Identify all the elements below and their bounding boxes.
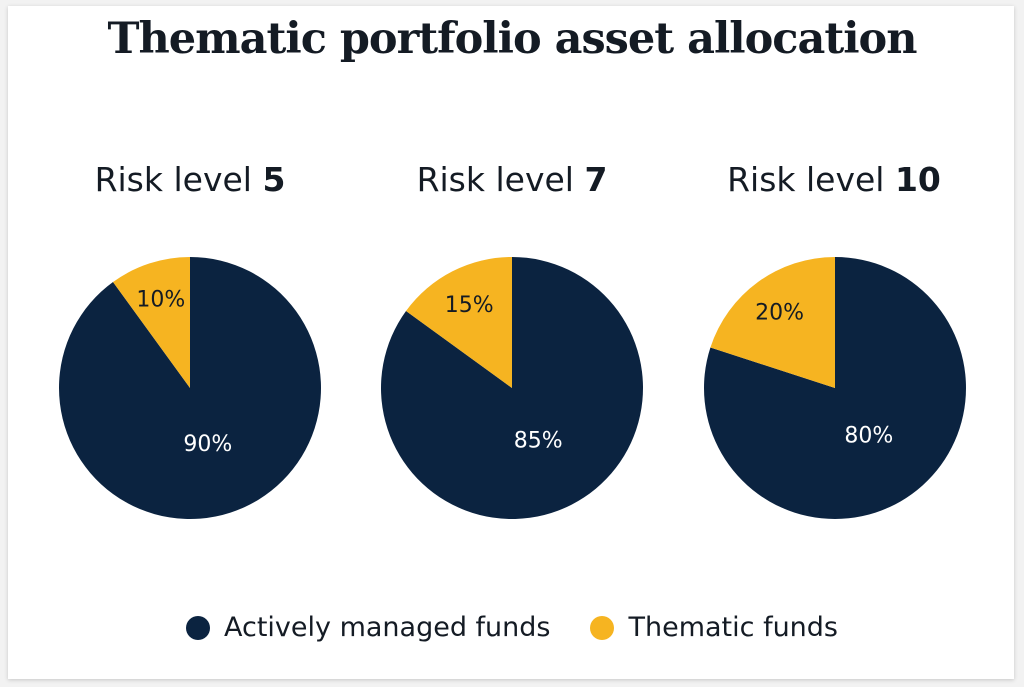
pie-data-label-actively-managed: 80%	[844, 424, 893, 449]
pie-slice-thematic	[406, 257, 512, 388]
pie-title-prefix: Risk level	[727, 160, 885, 199]
pie-title-number: 10	[894, 160, 941, 199]
pie-data-label-thematic: 15%	[445, 293, 494, 318]
pie-title-risk-5: Risk level 5	[40, 160, 340, 199]
pie-title-number: 7	[584, 160, 608, 199]
legend-swatch-actively-managed	[185, 615, 210, 640]
legend-label: Thematic funds	[628, 612, 838, 643]
pie-slice-actively-managed	[59, 257, 322, 519]
pie-title-risk-7: Risk level 7	[362, 160, 662, 199]
legend-item-thematic: Thematic funds	[590, 612, 838, 643]
pie-data-label-thematic: 10%	[136, 287, 185, 312]
pie-data-label-actively-managed: 90%	[183, 432, 232, 457]
pie-title-risk-10: Risk level 10	[684, 160, 984, 199]
legend-item-actively-managed: Actively managed funds	[185, 612, 551, 643]
legend-swatch-thematic	[590, 615, 615, 640]
pie-slice-actively-managed	[704, 257, 966, 520]
pie-slice-thematic	[710, 257, 835, 388]
pie-data-label-thematic: 20%	[755, 301, 804, 326]
legend-label: Actively managed funds	[223, 612, 551, 643]
pie-slice-thematic	[113, 257, 190, 388]
pie-title-prefix: Risk level	[416, 160, 574, 199]
pie-data-label-actively-managed: 85%	[514, 428, 563, 453]
legend: Actively managed funds Thematic funds	[0, 612, 1024, 643]
chart-title: Thematic portfolio asset allocation	[107, 14, 918, 64]
pie-title-prefix: Risk level	[94, 160, 252, 199]
pie-title-number: 5	[262, 160, 286, 199]
